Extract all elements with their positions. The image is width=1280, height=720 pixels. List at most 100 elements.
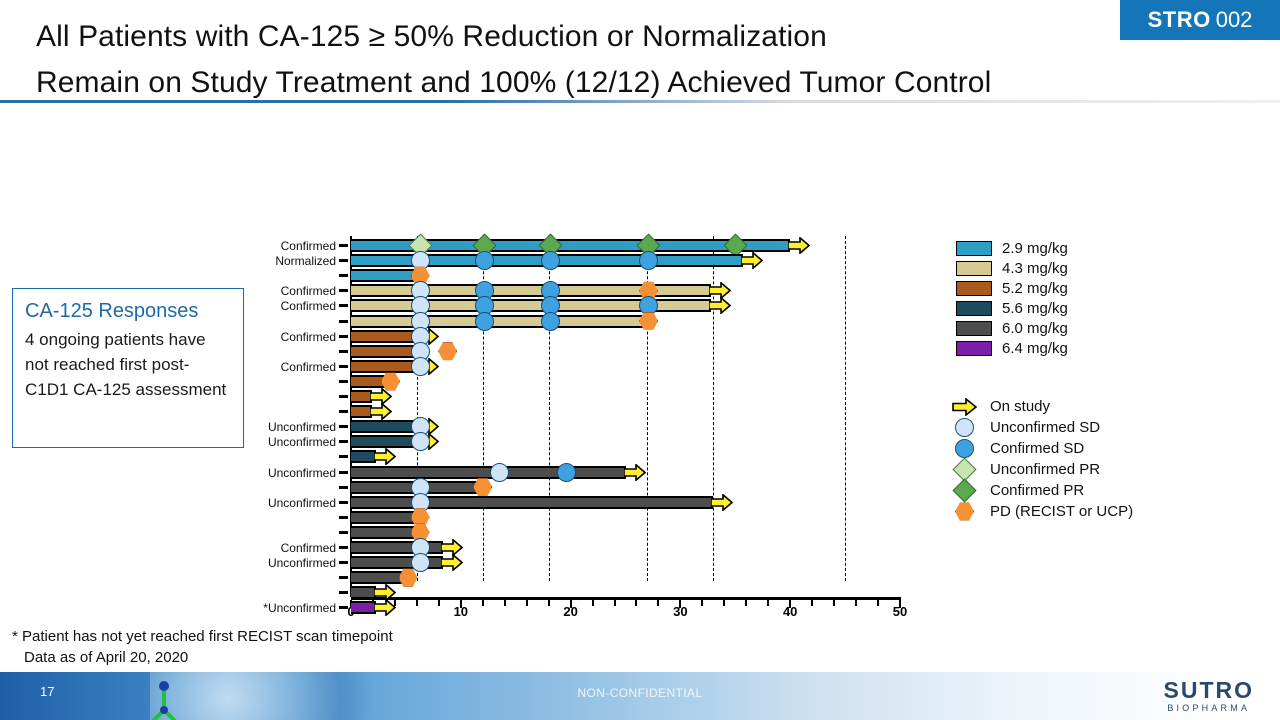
- marker-hex: [398, 568, 418, 587]
- response-symbol-legend: On study Unconfirmed SD Confirmed SD Unconf…: [952, 396, 1133, 522]
- patient-bar: [351, 601, 377, 615]
- y-axis-tick: [339, 244, 348, 247]
- on-study-arrow-icon: [708, 281, 732, 301]
- footnote-data-cutoff: Data as of April 20, 2020: [24, 649, 189, 666]
- on-study-arrow-icon: [708, 296, 732, 316]
- dose-legend-item: 6.0 mg/kg: [956, 318, 1068, 338]
- x-axis-tick-label: 20: [563, 604, 578, 619]
- x-axis-tick-label: 0: [331, 604, 371, 619]
- x-axis-tick: [789, 600, 792, 608]
- y-axis-tick: [339, 304, 348, 308]
- y-axis-tick: [339, 274, 348, 278]
- y-axis-tick: [339, 515, 348, 519]
- x-axis-tick: [547, 600, 550, 606]
- gridline: [416, 236, 418, 581]
- patient-bar: [351, 390, 372, 403]
- symbol-legend-arrow-icon: [952, 396, 982, 417]
- page-title-line-1: All Patients with CA-125 ≥ 50% Reduction…: [36, 20, 827, 53]
- marker-circle: [410, 432, 430, 452]
- on-study-arrow-icon: [740, 251, 764, 271]
- patient-bar: [351, 329, 420, 343]
- confidentiality-notice: NON-CONFIDENTIAL: [577, 686, 703, 700]
- x-axis-tick: [723, 600, 726, 606]
- y-axis-tick: [339, 425, 348, 429]
- dose-legend-item: 5.6 mg/kg: [956, 298, 1068, 318]
- dose-legend-label: 5.2 mg/kg: [1002, 279, 1068, 297]
- on-study-arrow-icon: [373, 583, 397, 603]
- ca-125-responses-callout: CA-125 Responses 4 ongoing patients have…: [12, 288, 244, 448]
- logo-tagline: BIOPHARMA: [1167, 703, 1251, 713]
- marker-circle: [541, 311, 561, 331]
- symbol-legend-diamond-icon: [952, 478, 982, 503]
- slide-footer: 17 NON-CONFIDENTIAL SUTRO BIOPHARMA: [0, 672, 1280, 720]
- symbol-legend-label: Unconfirmed SD: [990, 419, 1101, 436]
- patient-bar: [351, 314, 648, 328]
- y-axis-tick: [339, 379, 348, 383]
- dose-color-swatch: [956, 320, 992, 336]
- dose-legend-label: 2.9 mg/kg: [1002, 239, 1068, 257]
- y-axis-tick: [339, 440, 348, 444]
- symbol-legend-item: Confirmed PR: [952, 478, 1133, 503]
- marker-hex: [639, 312, 659, 330]
- marker-hex: [438, 342, 458, 361]
- dose-legend-item: 4.3 mg/kg: [956, 258, 1068, 278]
- callout-body: 4 ongoing patients have not reached firs…: [25, 330, 227, 399]
- on-study-arrow-icon: [440, 538, 464, 557]
- patient-bar: [351, 450, 377, 464]
- y-axis-tick: [339, 364, 348, 368]
- gridline: [845, 236, 847, 581]
- dose-color-swatch: [956, 340, 992, 356]
- patient-bar: [351, 405, 372, 419]
- x-axis-tick: [811, 600, 814, 606]
- badge-product-number: 002: [1215, 7, 1253, 32]
- dose-color-swatch: [956, 280, 992, 296]
- patient-bar: [351, 586, 377, 600]
- y-axis-tick: [339, 470, 348, 474]
- patient-row-label: Confirmed: [280, 284, 336, 299]
- on-study-arrow-icon: [622, 462, 646, 482]
- y-axis-tick: [339, 334, 348, 338]
- x-axis-tick: [657, 600, 660, 606]
- marker-circle: [541, 251, 561, 271]
- patient-bar: [351, 420, 420, 434]
- symbol-legend-label: PD (RECIST or UCP): [990, 503, 1134, 520]
- x-axis-tick: [613, 600, 616, 606]
- y-axis-tick: [339, 410, 348, 414]
- x-axis-tick-label: 50: [892, 604, 908, 619]
- symbol-legend-circle-icon: [952, 438, 982, 459]
- on-study-arrow-icon: [373, 447, 397, 467]
- x-axis-tick-label: 30: [673, 604, 688, 619]
- on-study-arrow-icon: [787, 236, 811, 255]
- x-axis-line: [351, 597, 901, 600]
- x-axis-tick: [877, 600, 880, 606]
- patient-row-label: Unconfirmed: [267, 465, 336, 480]
- marker-circle: [489, 462, 509, 482]
- dose-legend-item: 5.2 mg/kg: [956, 278, 1068, 298]
- title-divider: [0, 100, 1280, 103]
- x-axis-tick-label: 10: [453, 604, 469, 619]
- callout-title: CA-125 Responses: [25, 300, 199, 322]
- dose-legend-label: 6.0 mg/kg: [1002, 319, 1068, 337]
- x-axis-tick: [525, 600, 528, 606]
- marker-circle: [410, 553, 430, 573]
- x-axis-tick: [701, 600, 704, 606]
- y-axis-tick: [339, 259, 348, 263]
- gridline: [647, 236, 649, 581]
- patient-row-label: Normalized: [275, 254, 336, 269]
- patient-row-label: Confirmed: [280, 359, 336, 374]
- marker-circle: [410, 356, 430, 376]
- x-axis-tick: [415, 600, 418, 606]
- patient-row-label: Confirmed: [280, 329, 336, 344]
- symbol-legend-circle-icon: [952, 417, 982, 438]
- x-axis-tick-label: 40: [782, 604, 798, 619]
- symbol-legend-label: Confirmed PR: [990, 482, 1085, 499]
- symbol-legend-item: Unconfirmed SD: [952, 417, 1133, 438]
- patient-bar: [351, 495, 714, 509]
- dose-legend-item: 6.4 mg/kg: [956, 338, 1068, 358]
- x-axis-tick: [503, 600, 506, 606]
- dose-color-swatch: [956, 260, 992, 276]
- dose-color-swatch: [956, 240, 992, 256]
- dose-legend-label: 5.6 mg/kg: [1002, 299, 1068, 317]
- symbol-legend-item: On study: [952, 396, 1133, 417]
- dose-legend: 2.9 mg/kg 4.3 mg/kg 5.2 mg/kg 5.6 mg/kg 6.0 …: [956, 238, 1068, 358]
